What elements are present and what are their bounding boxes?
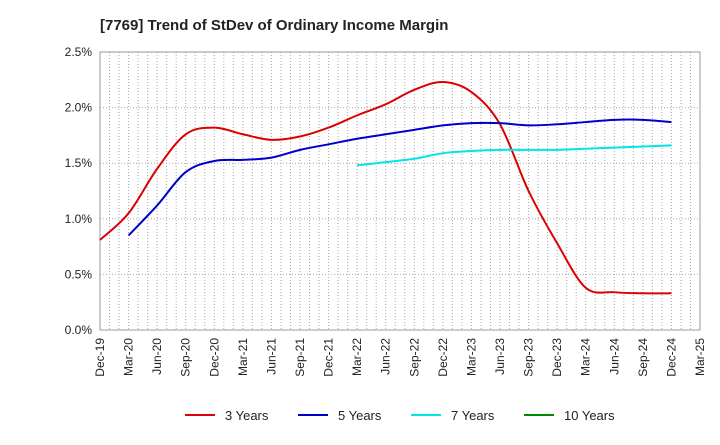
x-tick-label: Sep-24 xyxy=(636,338,650,377)
x-tick-label: Mar-24 xyxy=(579,338,593,376)
plot-area xyxy=(99,51,701,331)
x-tick-label: Mar-21 xyxy=(236,338,250,376)
x-tick-label: Dec-23 xyxy=(550,338,564,377)
x-tick-label: Sep-22 xyxy=(407,338,421,377)
legend-label-3-years: 3 Years xyxy=(225,408,269,423)
grid xyxy=(100,51,700,331)
x-tick-label: Dec-22 xyxy=(436,338,450,377)
series-group xyxy=(99,81,672,295)
x-tick-label: Sep-23 xyxy=(522,338,536,377)
legend-label-5-years: 5 Years xyxy=(338,408,382,423)
x-tick-label: Mar-20 xyxy=(122,338,136,376)
x-tick-label: Sep-20 xyxy=(179,338,193,377)
series-line-5-years xyxy=(127,118,672,237)
x-tick-label: Jun-23 xyxy=(493,338,507,375)
y-tick-label: 0.0% xyxy=(65,323,93,337)
x-tick-label: Mar-25 xyxy=(693,338,707,376)
x-tick-label: Mar-22 xyxy=(350,338,364,376)
chart-title: [7769] Trend of StDev of Ordinary Income… xyxy=(100,17,448,34)
x-tick-label: Jun-20 xyxy=(150,338,164,375)
x-tick-label: Mar-23 xyxy=(464,338,478,376)
x-tick-label: Jun-22 xyxy=(379,338,393,375)
legend: 3 Years 5 Years 7 Years 10 Years xyxy=(185,408,615,423)
x-tick-label: Dec-20 xyxy=(207,338,221,377)
y-tick-label: 2.0% xyxy=(65,101,93,115)
y-tick-label: 1.0% xyxy=(65,212,93,226)
x-tick-label: Sep-21 xyxy=(293,338,307,377)
legend-label-10-years: 10 Years xyxy=(564,408,615,423)
y-tick-label: 1.5% xyxy=(65,156,93,170)
y-tick-label: 0.5% xyxy=(65,267,93,281)
y-tick-label: 2.5% xyxy=(65,45,93,59)
x-tick-label: Jun-24 xyxy=(607,338,621,375)
series-line-7-years xyxy=(357,144,672,167)
x-tick-label: Dec-24 xyxy=(664,338,678,377)
series-line-3-years xyxy=(99,81,672,295)
legend-label-7-years: 7 Years xyxy=(451,408,495,423)
x-axis-ticks: Dec-19 Mar-20 Jun-20 Sep-20 Dec-20 Mar-21 Jun-… xyxy=(93,338,707,377)
x-tick-label: Jun-21 xyxy=(264,338,278,375)
x-tick-label: Dec-21 xyxy=(322,338,336,377)
x-tick-label: Dec-19 xyxy=(93,338,107,377)
y-axis-ticks: 0.0% 0.5% 1.0% 1.5% 2.0% 2.5% xyxy=(65,45,93,337)
